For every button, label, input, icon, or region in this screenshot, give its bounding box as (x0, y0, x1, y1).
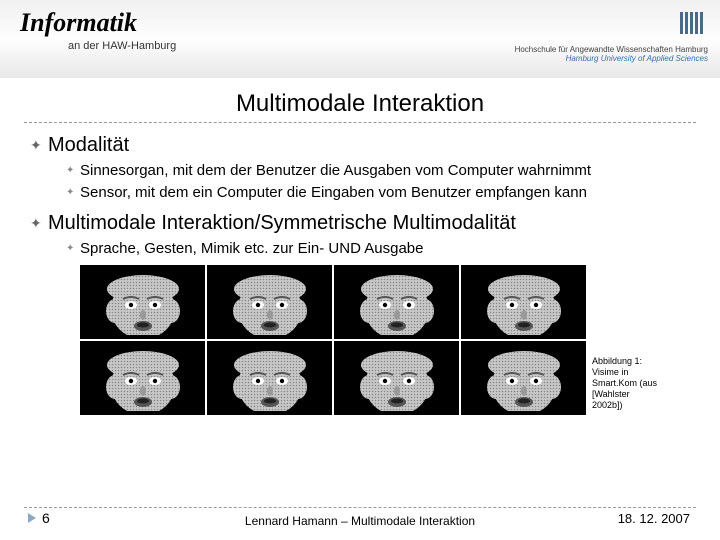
triangle-icon (28, 513, 36, 523)
logo-text: Informatik (20, 8, 137, 38)
header-right: Hochschule für Angewandte Wissenschaften… (515, 10, 708, 63)
section-heading-text: Modalität (48, 133, 129, 157)
bullet-item: ✦ Sensor, mit dem ein Computer die Einga… (66, 183, 690, 203)
bullet-item-text: Sprache, Gesten, Mimik etc. zur Ein- UND… (80, 239, 423, 259)
slide-header: Informatik an der HAW-Hamburg Hochschule… (0, 0, 720, 78)
footer-divider (24, 507, 696, 508)
face-cell (461, 265, 586, 339)
title-divider (24, 122, 696, 123)
bullet-item-text: Sinnesorgan, mit dem der Benutzer die Au… (80, 161, 591, 181)
slide-title: Multimodale Interaktion (0, 90, 720, 118)
institution-line2: Hamburg University of Applied Sciences (515, 54, 708, 63)
footer-date: 18. 12. 2007 (618, 511, 690, 526)
face-cell (80, 341, 205, 415)
page-number-text: 6 (42, 510, 50, 526)
face-cell (461, 341, 586, 415)
page-number: 6 (28, 510, 50, 526)
bullet-sub-marker-icon: ✦ (66, 239, 80, 259)
face-cell (334, 265, 459, 339)
figure-caption: Abbildung 1: Visime in Smart.Kom (aus [W… (592, 356, 662, 415)
institution-line1: Hochschule für Angewandte Wissenschaften… (515, 45, 708, 54)
section-heading-text: Multimodale Interaktion/Symmetrische Mul… (48, 211, 516, 235)
section-heading: ✦ Modalität (30, 133, 690, 157)
institution-icon (678, 10, 708, 36)
bullet-item: ✦ Sprache, Gesten, Mimik etc. zur Ein- U… (66, 239, 690, 259)
face-cell (207, 265, 332, 339)
section-heading: ✦ Multimodale Interaktion/Symmetrische M… (30, 211, 690, 235)
face-cell (207, 341, 332, 415)
bullet-sub-marker-icon: ✦ (66, 183, 80, 203)
bullet-item-text: Sensor, mit dem ein Computer die Eingabe… (80, 183, 587, 203)
footer-author: Lennard Hamann – Multimodale Interaktion (0, 514, 720, 528)
bullet-marker-icon: ✦ (30, 133, 48, 157)
bullet-item: ✦ Sinnesorgan, mit dem der Benutzer die … (66, 161, 690, 181)
face-cell (334, 341, 459, 415)
logo-subtitle: an der HAW-Hamburg (68, 40, 176, 52)
face-grid (80, 265, 586, 415)
slide-footer: 6 Lennard Hamann – Multimodale Interakti… (0, 507, 720, 528)
bullet-sub-marker-icon: ✦ (66, 161, 80, 181)
slide-content: ✦ Modalität ✦ Sinnesorgan, mit dem der B… (0, 127, 720, 415)
face-cell (80, 265, 205, 339)
bullet-marker-icon: ✦ (30, 211, 48, 235)
figure-area: Abbildung 1: Visime in Smart.Kom (aus [W… (80, 265, 690, 415)
